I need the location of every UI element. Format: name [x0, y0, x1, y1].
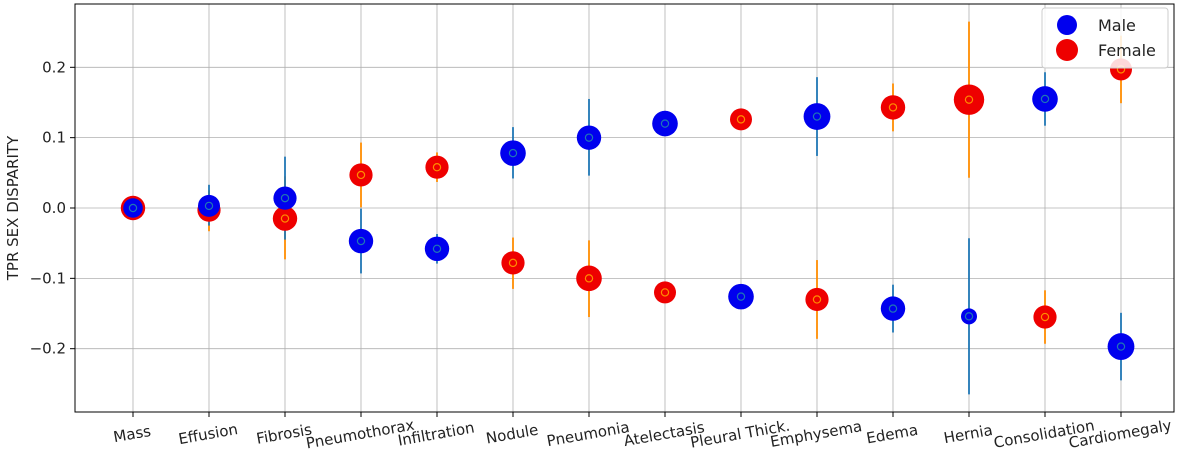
- point-male-fibrosis: [280, 193, 290, 203]
- marker-male-infiltration: [424, 236, 450, 261]
- marker-male-nodule: [500, 140, 526, 166]
- point-male-hernia: [964, 312, 974, 321]
- marker-female-hernia: [953, 84, 985, 115]
- grid-layer: [75, 4, 1174, 412]
- marker-male-hernia: [961, 308, 977, 325]
- point-female-consolidation: [1040, 312, 1050, 322]
- x-tick-label-edema: Edema: [865, 421, 919, 448]
- point-female-pneumonia: [584, 274, 594, 283]
- point-female-emphysema: [812, 295, 822, 304]
- y-tick-label: −0.2: [30, 340, 66, 358]
- marker-male-effusion: [198, 194, 220, 217]
- point-female-nodule: [508, 258, 518, 268]
- x-tick-label-pneumonia: Pneumonia: [545, 418, 631, 450]
- marker-male-pneumonia: [576, 125, 602, 150]
- y-tick-label: 0.2: [42, 58, 66, 76]
- marker-male-cardiomegaly: [1107, 333, 1135, 360]
- point-male-emphysema: [812, 112, 822, 121]
- point-female-atelectasis: [660, 288, 670, 297]
- point-female-hernia: [964, 95, 974, 104]
- point-male-atelectasis: [660, 119, 670, 128]
- marker-female-consolidation: [1033, 305, 1057, 329]
- marker-female-pleural-thick: [730, 108, 752, 131]
- x-tick-label-nodule: Nodule: [485, 421, 540, 448]
- point-female-pleural-thick: [736, 115, 746, 124]
- marker-male-pneumothorax: [348, 228, 374, 254]
- marker-female-emphysema: [805, 287, 829, 312]
- marker-male-emphysema: [803, 103, 831, 130]
- x-tick-label-mass: Mass: [112, 422, 152, 446]
- marker-female-infiltration: [425, 155, 449, 179]
- point-female-fibrosis: [280, 214, 290, 223]
- legend-male-marker: [1057, 15, 1077, 35]
- marker-female-nodule: [501, 251, 525, 275]
- legend-female-label: Female: [1098, 41, 1156, 60]
- point-female-edema: [888, 103, 898, 112]
- point-male-effusion: [204, 201, 214, 211]
- point-male-mass: [128, 203, 138, 213]
- legend-female-marker: [1056, 39, 1078, 61]
- marker-male-pleural-thick: [728, 283, 754, 310]
- point-male-nodule: [508, 148, 518, 158]
- y-tick-layer: −0.2 −0.1 0.0 0.1 0.2: [30, 58, 75, 358]
- marker-female-atelectasis: [654, 281, 676, 304]
- marker-male-edema: [880, 296, 906, 321]
- marker-male-fibrosis: [273, 186, 297, 210]
- x-tick-label-effusion: Effusion: [177, 420, 239, 448]
- point-male-consolidation: [1040, 94, 1050, 104]
- point-male-infiltration: [432, 244, 442, 253]
- point-male-pleural-thick: [736, 292, 746, 301]
- y-axis-label: TPR SEX DISPARITY: [4, 135, 22, 281]
- marker-layer: [120, 58, 1135, 360]
- marker-female-edema: [880, 95, 906, 120]
- marker-female-fibrosis: [272, 206, 298, 231]
- point-female-pneumothorax: [356, 170, 366, 180]
- x-tick-layer: Mass Effusion FibrosisPneumothoraxInfiltra…: [112, 412, 1173, 452]
- y-tick-label: 0.1: [42, 129, 66, 147]
- legend: Male Female: [1041, 7, 1169, 69]
- marker-male-consolidation: [1032, 86, 1058, 112]
- marker-male-atelectasis: [652, 110, 678, 137]
- point-male-pneumothorax: [356, 236, 366, 246]
- point-female-infiltration: [432, 162, 442, 172]
- point-male-pneumonia: [584, 133, 594, 142]
- marker-female-pneumothorax: [349, 163, 373, 187]
- marker-female-pneumonia: [576, 265, 602, 292]
- point-male-edema: [888, 304, 898, 313]
- x-tick-label-hernia: Hernia: [942, 421, 994, 447]
- legend-male-label: Male: [1098, 16, 1136, 35]
- marker-male-mass: [123, 198, 143, 218]
- y-tick-label: −0.1: [30, 269, 66, 287]
- point-male-cardiomegaly: [1116, 342, 1126, 351]
- y-tick-label: 0.0: [42, 199, 66, 217]
